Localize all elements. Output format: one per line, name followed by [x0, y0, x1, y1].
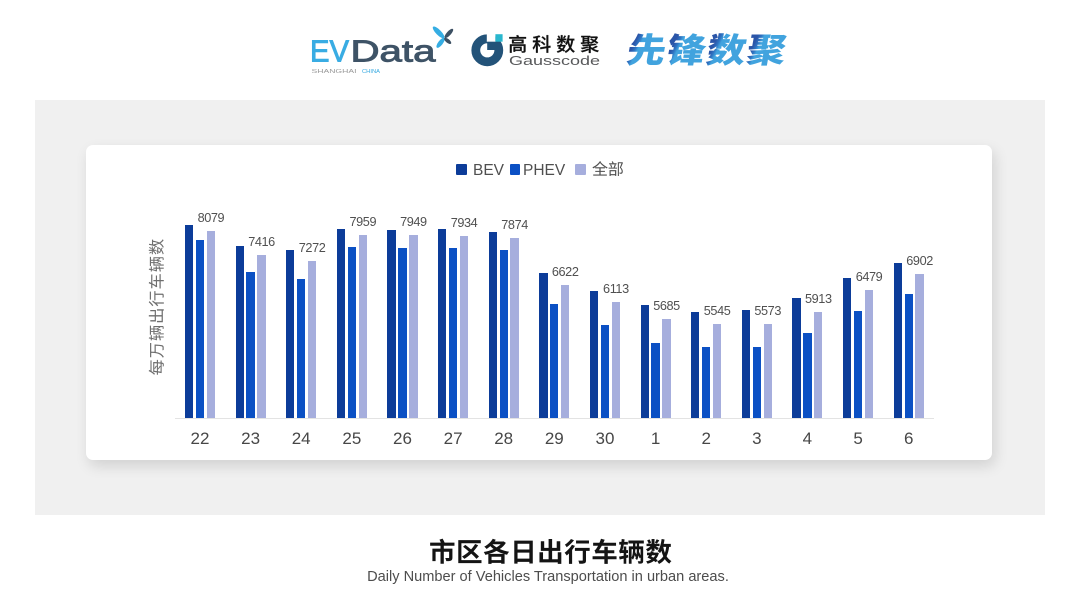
svg-text:Gausscode: Gausscode [509, 54, 600, 68]
svg-text:SHANGHAI: SHANGHAI [312, 69, 358, 75]
svg-text:Data: Data [351, 35, 436, 69]
svg-text:EV: EV [310, 35, 350, 69]
svg-text:CHINA: CHINA [362, 69, 380, 75]
